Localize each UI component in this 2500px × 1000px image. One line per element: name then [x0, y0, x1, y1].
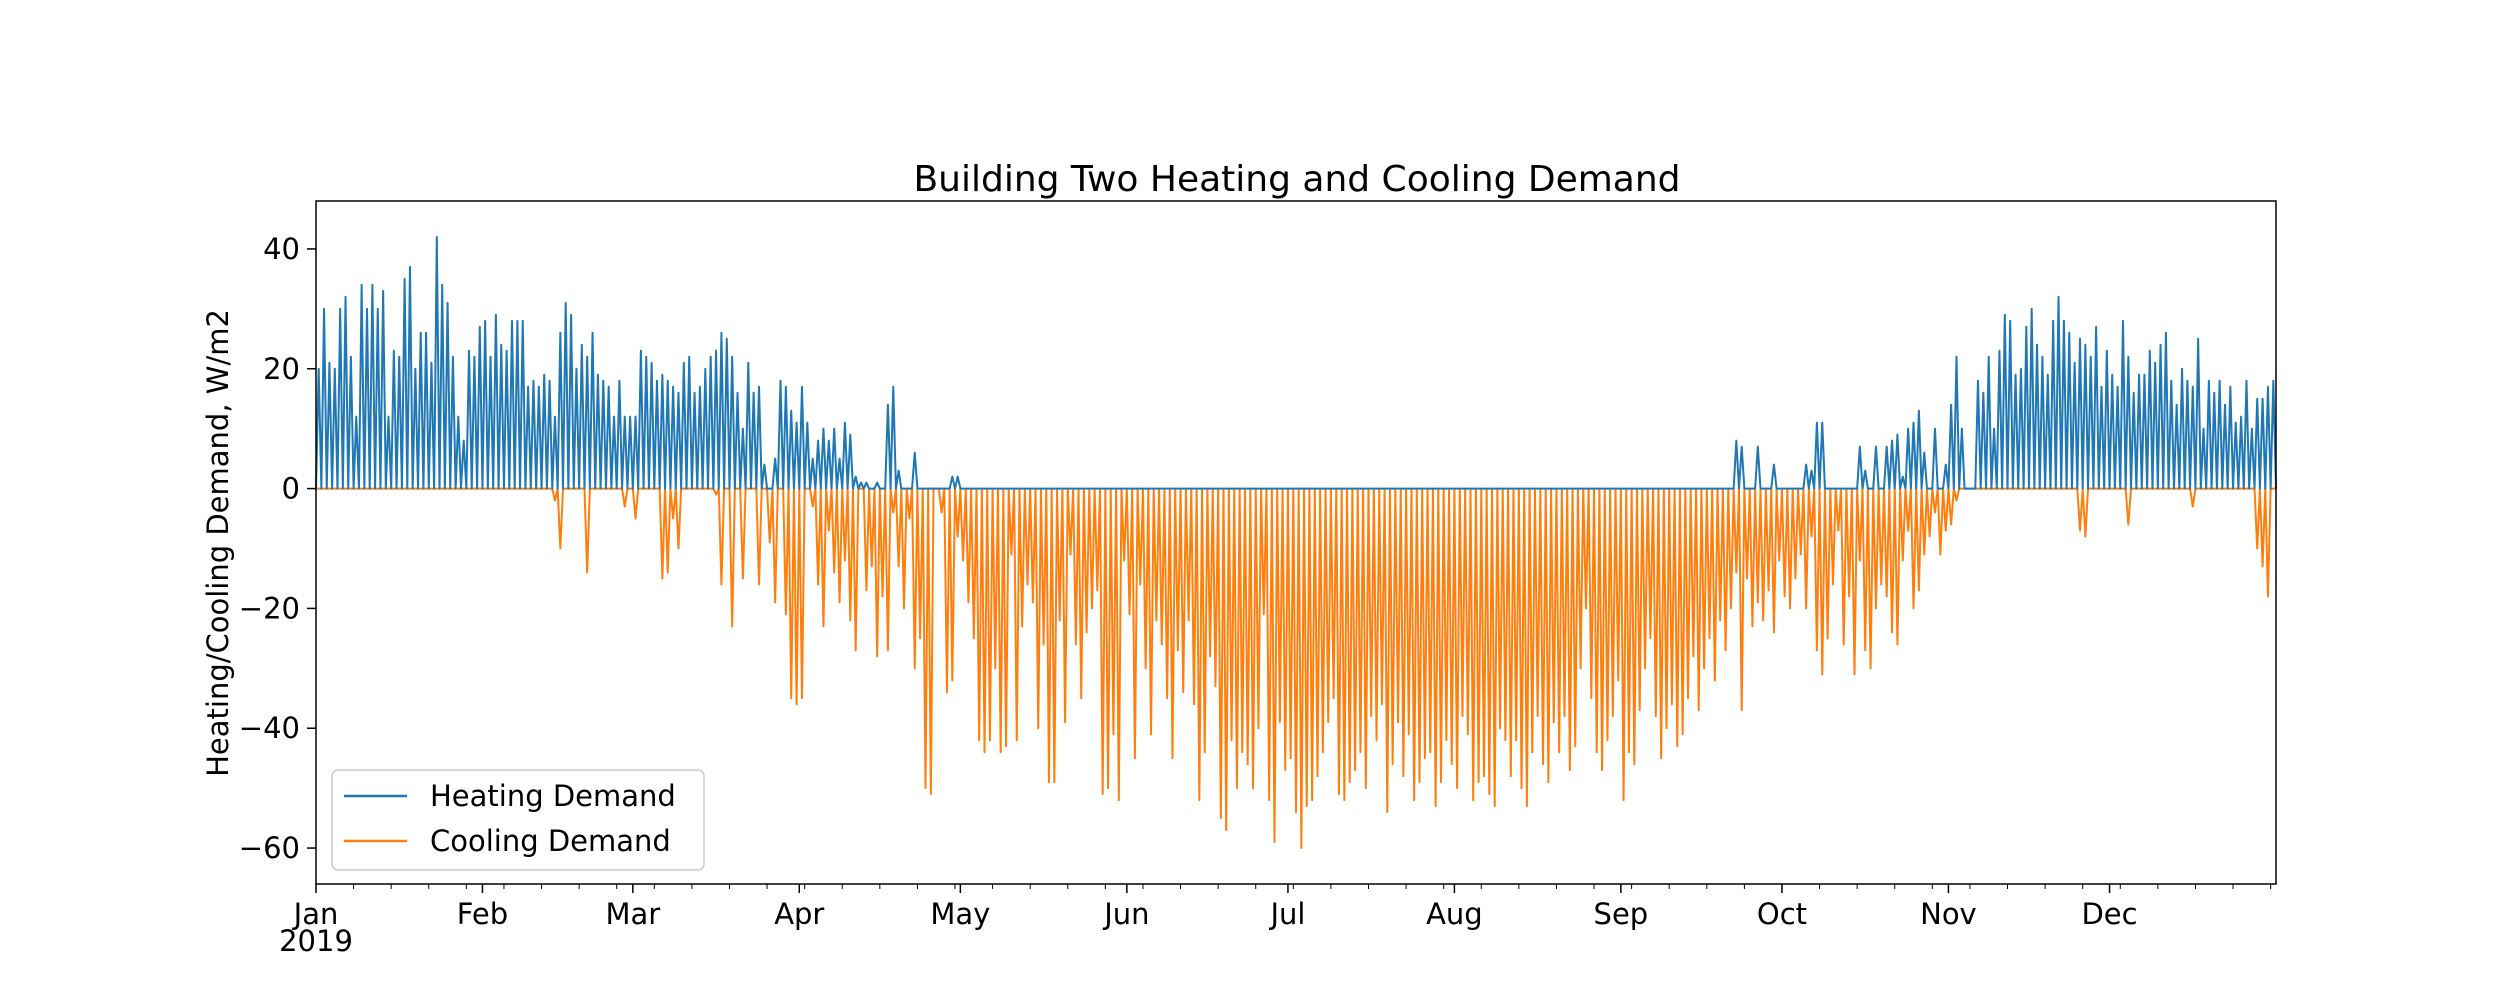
x-tick-label: Aug	[1426, 897, 1483, 931]
heating-demandseries-line	[315, 235, 2277, 490]
x-tick-label: Oct	[1757, 897, 1807, 931]
legend: Heating Demand Cooling Demand	[331, 769, 705, 871]
y-tick-label: −60	[239, 831, 300, 865]
y-tick-label: 20	[263, 352, 300, 386]
x-tick-label: Nov	[1920, 897, 1977, 931]
y-axis-title: Heating/Cooling Demand, W/m2	[201, 309, 235, 777]
x-tick-label: Jan	[292, 897, 339, 931]
plot-area	[315, 200, 2277, 885]
y-tick-label: 0	[282, 472, 300, 506]
chart-title: Building Two Heating and Cooling Demand	[913, 159, 1680, 200]
x-tick-label: Jul	[1268, 897, 1305, 931]
x-tick-label: Mar	[605, 897, 660, 931]
x-tick-label: Dec	[2081, 897, 2137, 931]
series-layer	[315, 235, 2277, 850]
legend-label-cooling: Cooling Demand	[430, 824, 671, 858]
x-tick-label: Feb	[457, 897, 508, 931]
y-axis: 40 20 0 −20 −40 −60	[239, 232, 316, 865]
y-tick-label: −20	[239, 591, 300, 625]
x-year-label: 2019	[279, 924, 353, 958]
legend-label-heating: Heating Demand	[430, 779, 676, 813]
plot-frame	[315, 200, 2277, 885]
y-tick-label: 40	[263, 232, 300, 266]
legend-box	[331, 769, 705, 871]
y-tick-label: −40	[239, 711, 300, 745]
x-tick-label: Jun	[1102, 897, 1149, 931]
x-axis: Jan Feb Mar Apr May Jun Jul Aug Sep Oct Nov Dec	[292, 884, 2272, 931]
x-tick-label: Apr	[774, 897, 824, 931]
x-tick-label: May	[930, 897, 990, 931]
x-tick-label: Sep	[1594, 897, 1649, 931]
